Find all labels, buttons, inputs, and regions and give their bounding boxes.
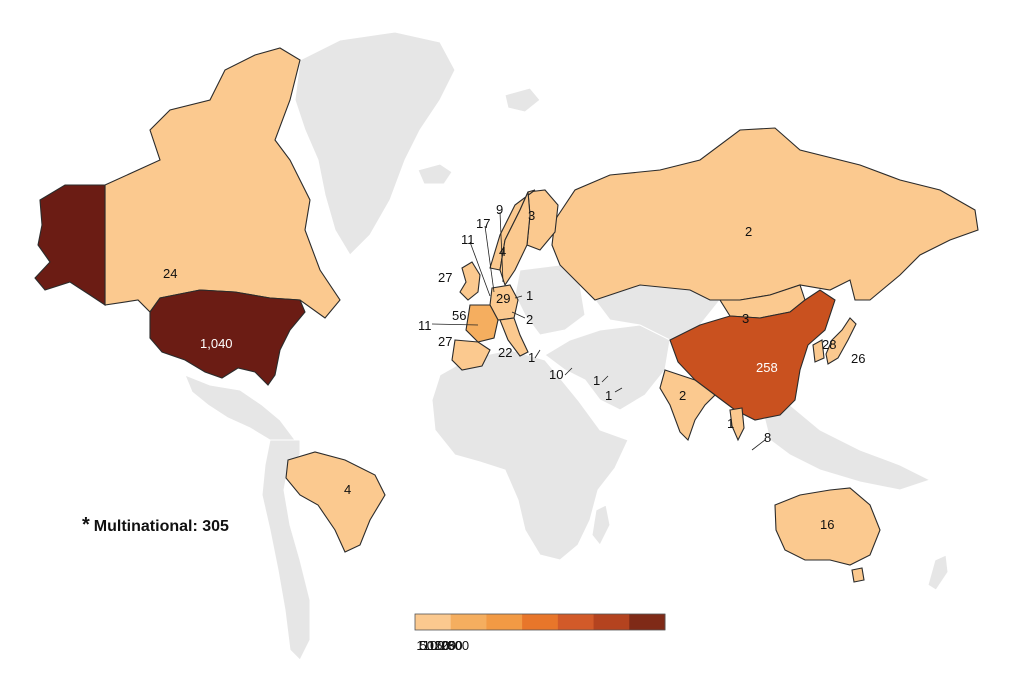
denmark-label: 9 [496, 202, 503, 217]
legend-swatch [486, 614, 523, 630]
svalbard-shape [504, 87, 541, 113]
thailand-shape[interactable] [729, 407, 745, 442]
legend-swatch [522, 614, 559, 630]
africa-shape [431, 349, 629, 561]
finland-label: 3 [528, 208, 535, 223]
value-labels: 1,040 24 4 2 258 3 2 16 26 28 4 3 27 56 … [163, 202, 865, 532]
russia-label: 2 [745, 224, 752, 239]
new-zealand-shape [927, 554, 949, 591]
legend-tick-label: 1 [416, 638, 423, 653]
canada-label: 24 [163, 266, 177, 281]
japan-shape[interactable] [825, 317, 857, 365]
netherlands-label: 17 [476, 216, 490, 231]
legend-swatch [593, 614, 630, 630]
multinational-note: * Multinational: 305 [82, 514, 229, 537]
legend-swatches [415, 614, 666, 630]
korea-label: 28 [822, 337, 836, 352]
sweden-label: 4 [499, 244, 506, 259]
legend-swatch [557, 614, 595, 630]
greece-label: 1 [528, 350, 535, 365]
uk-shape[interactable] [459, 261, 481, 301]
india-label: 2 [679, 388, 686, 403]
italy-shape[interactable] [499, 317, 529, 357]
israel-leader [564, 367, 573, 376]
portugal-leader [431, 323, 479, 326]
singapore-label: 8 [764, 430, 771, 445]
spain-shape[interactable] [451, 339, 491, 371]
sweden-shape[interactable] [499, 191, 531, 287]
mongolia-label: 3 [742, 311, 749, 326]
australia-label: 16 [820, 517, 834, 532]
saudi-label: 1 [593, 373, 600, 388]
greece-leader [534, 349, 541, 359]
data-countries [34, 47, 979, 583]
belgium-label: 11 [461, 232, 475, 247]
japan-label: 26 [851, 351, 865, 366]
tasmania-shape [851, 567, 865, 583]
germany-label: 29 [496, 291, 510, 306]
uk-label: 27 [438, 270, 452, 285]
middle-east-shape [544, 324, 671, 411]
legend-tick-label: 150 [428, 638, 450, 653]
alaska-shape[interactable] [34, 184, 106, 307]
no-data-land [184, 31, 949, 661]
usa-label: 1,040 [200, 336, 233, 351]
israel-label: 10 [549, 367, 563, 382]
china-label: 258 [756, 360, 778, 375]
central-america-shape [184, 374, 296, 449]
legend-tick-label: 100 [423, 638, 445, 653]
madagascar-shape [591, 504, 611, 546]
france-shape[interactable] [465, 304, 499, 343]
india-shape[interactable] [659, 369, 716, 442]
brazil-shape[interactable] [285, 451, 386, 553]
asterisk-symbol: * [82, 514, 90, 536]
legend-swatch [450, 614, 487, 630]
belgium-leader [469, 241, 491, 297]
saudi-leader [601, 375, 609, 383]
greenland-shape [294, 31, 456, 256]
singapore-leader [751, 439, 766, 451]
legend-border [414, 613, 666, 631]
russia-shape[interactable] [551, 127, 979, 301]
legend-tick-label: 250 [441, 638, 463, 653]
legend-tick-label: 300 [447, 638, 469, 653]
france-label: 56 [452, 308, 466, 323]
leader-lines [431, 211, 766, 451]
legend-swatch [629, 614, 666, 630]
denmark-leader [499, 211, 504, 283]
multinational-text: Multinational: 305 [93, 518, 229, 535]
legend-tick-label: 200 [434, 638, 456, 653]
austria-label: 2 [526, 312, 533, 327]
korea-shape[interactable] [812, 339, 825, 363]
spain-label: 27 [438, 334, 452, 349]
poland-leader [514, 295, 523, 299]
legend-swatch [415, 614, 452, 630]
brazil-label: 4 [344, 482, 351, 497]
italy-label: 22 [498, 345, 512, 360]
uae-label: 1 [605, 388, 612, 403]
usa-shape[interactable] [149, 289, 306, 386]
legend-tick-label: 50 [420, 638, 434, 653]
netherlands-leader [484, 225, 495, 293]
southeast-asia-shape [759, 399, 932, 491]
thailand-label: 1 [727, 416, 734, 431]
australia-shape[interactable] [774, 487, 881, 566]
austria-leader [511, 311, 526, 319]
poland-label: 1 [526, 288, 533, 303]
portugal-label: 11 [418, 318, 432, 333]
iceland-shape [417, 163, 453, 185]
uae-leader [614, 387, 623, 393]
